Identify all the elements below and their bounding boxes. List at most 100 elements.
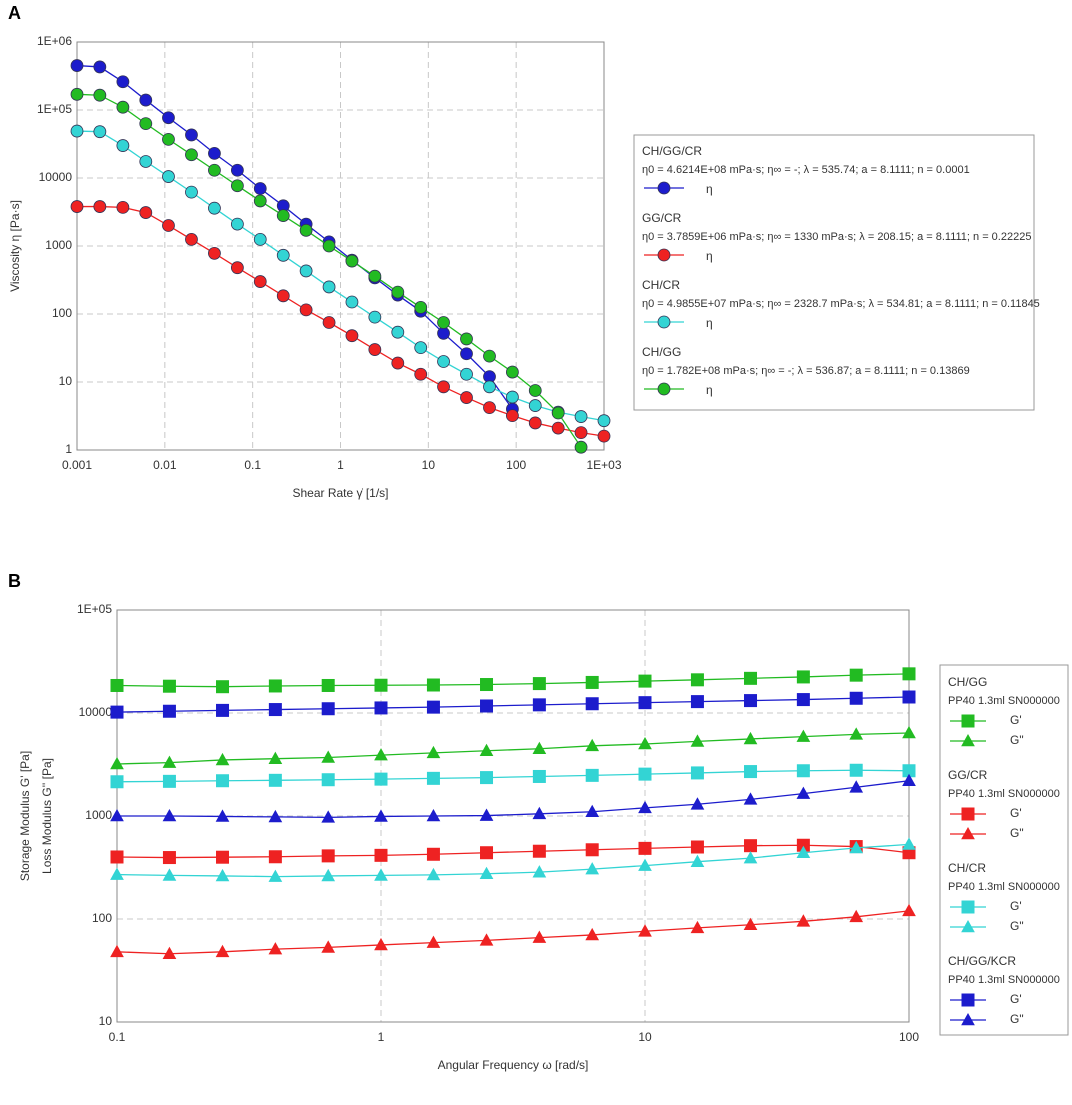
legend-marker [961,714,975,728]
x-axis-label: Shear Rate γ̇ [1/s] [292,486,388,500]
data-point [528,416,542,430]
legend-label: η [706,182,713,196]
data-point [638,924,652,937]
data-point [638,736,652,750]
legend-params: η0 = 1.782E+08 mPa·s; η∞ = -; λ = 536.87… [642,365,970,377]
data-point [374,772,388,786]
data-point [532,844,546,858]
data-point [532,698,546,712]
x-tick-label: 0.1 [109,1030,126,1044]
data-point [460,391,473,404]
data-point [70,200,84,213]
legend-title: CH/GG [642,345,681,359]
legend-title: CH/GG/KCR [948,954,1016,968]
data-point [743,792,758,805]
data-point [162,774,176,788]
data-point [479,743,494,757]
data-point [321,750,336,763]
data-point [585,927,600,941]
data-point [796,764,810,778]
data-point [690,695,704,709]
data-point [638,674,652,688]
data-point [139,206,153,219]
data-point [253,182,267,195]
data-point [744,671,758,685]
data-point [796,845,811,859]
legend-marker [657,248,671,262]
data-point [70,87,84,101]
legend-label: G' [1010,899,1022,913]
data-point [276,248,290,262]
data-point [532,806,547,820]
data-point [479,866,494,880]
legend-marker [657,382,671,396]
legend-marker [961,1012,975,1026]
data-point [322,239,336,253]
data-point [253,194,267,208]
data-point [215,809,230,822]
data-point [215,944,230,958]
plot-frame [76,41,605,451]
legend-marker [961,919,975,933]
data-point [162,219,175,232]
y-axis-label: Viscosity η [Pa·s] [8,200,22,292]
data-point [216,703,230,717]
data-point [185,128,198,142]
data-point [139,117,153,131]
data-point [321,868,336,882]
data-point [690,920,705,934]
legend-label: η [706,383,713,397]
data-point [690,854,705,868]
data-point [116,139,130,152]
panel-label: B [8,571,21,591]
x-tick-label: 1 [337,458,344,472]
data-point [532,741,547,755]
data-point [585,862,600,875]
y-axis-label: Storage Modulus G' [Pa] [18,751,32,881]
legend-params: η0 = 4.9855E+07 mPa·s; η∞ = 2328.7 mPa·s… [642,298,1040,310]
data-point [374,809,388,822]
legend-subtitle: PP40 1.3ml SN000000 [948,974,1060,986]
data-point [597,414,611,428]
data-point [345,254,359,268]
legend-label: G' [1010,713,1022,727]
data-point [215,752,230,766]
data-point [849,840,864,854]
data-point [374,937,388,951]
data-point [480,699,494,713]
data-point [322,316,336,329]
data-point [585,768,599,782]
data-point [208,201,221,215]
data-point [93,200,107,213]
data-point [414,341,428,355]
legend-params: η0 = 3.7859E+06 mPa·s; η∞ = 1330 mPa·s; … [642,231,1031,243]
data-point [368,269,382,283]
data-point [268,850,282,864]
data-point [585,697,599,711]
legend-label: G" [1010,1012,1024,1026]
data-point [162,111,175,125]
legend-title: CH/CR [642,278,680,292]
data-point [744,694,758,708]
data-point [162,170,175,183]
legend-label: G" [1010,826,1024,840]
data-point [902,690,916,704]
data-point [796,914,811,927]
y-tick-label: 1000 [45,238,72,252]
data-point [253,275,267,288]
legend-label: G' [1010,992,1022,1006]
legend-marker [961,900,975,914]
data-point [479,933,494,946]
data-point [230,163,244,177]
data-point [796,786,811,799]
data-point [460,347,473,361]
legend-title: CH/GG [948,675,987,689]
data-point [162,868,177,881]
data-point [185,233,198,246]
data-point [902,725,916,739]
data-point [743,851,758,864]
data-point [902,667,916,681]
data-point [299,264,313,278]
data-point [391,356,405,370]
